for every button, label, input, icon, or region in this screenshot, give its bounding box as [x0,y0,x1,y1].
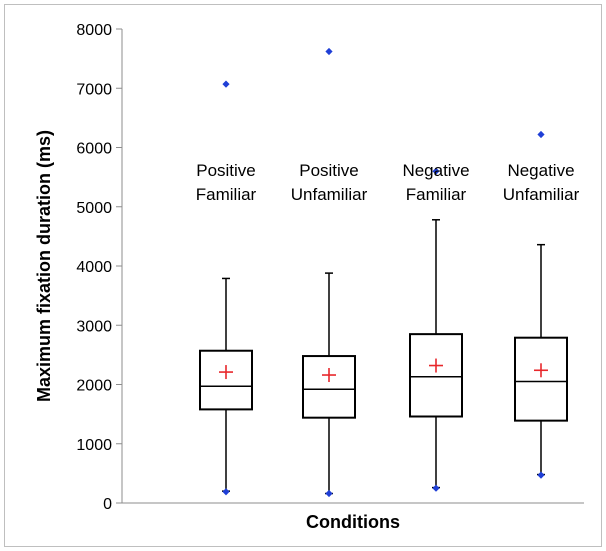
category-label-line: Familiar [196,185,257,204]
category-labels: Positive Familiar Positive Unfamiliar Negati… [196,161,580,204]
box-group [302,47,356,498]
y-tick-label: 1000 [76,437,112,454]
outlier-point [537,130,545,139]
chart-frame [4,4,602,547]
y-axis-ticks: 0 1000 2000 3000 4000 5000 6000 7000 8000 [76,22,122,513]
category-label-line: Familiar [406,185,467,204]
y-tick-label: 8000 [76,22,112,39]
y-tick-label: 4000 [76,259,112,276]
category-label-line: Negative [507,161,574,180]
y-tick-label: 7000 [76,81,112,98]
category-label-line: Positive [299,161,359,180]
y-tick-label: 0 [103,496,112,513]
box-group [514,130,568,479]
boxes [199,47,568,498]
category-label-line: Unfamiliar [291,185,368,204]
outlier-point [222,488,230,496]
iqr-box [409,333,463,418]
y-tick-label: 6000 [76,141,112,158]
axes [121,29,584,504]
y-axis-title: Maximum fixation duration (ms) [34,130,54,402]
y-tick-label: 3000 [76,318,112,335]
y-tick-label: 5000 [76,200,112,217]
box-group [409,167,463,492]
category-label-line: Negative [402,161,469,180]
x-axis-title: Conditions [306,512,400,532]
iqr-box [302,355,356,419]
outlier-point [537,471,545,479]
category-label-line: Unfamiliar [503,185,580,204]
outlier-point [432,167,440,175]
y-tick-label: 2000 [76,378,112,395]
outlier-point [325,47,333,56]
outlier-point [222,80,230,88]
category-label-line: Positive [196,161,256,180]
outlier-point [432,484,440,492]
box-group [199,80,253,496]
iqr-box [514,336,568,422]
outlier-point [325,489,333,498]
iqr-box [199,349,253,411]
